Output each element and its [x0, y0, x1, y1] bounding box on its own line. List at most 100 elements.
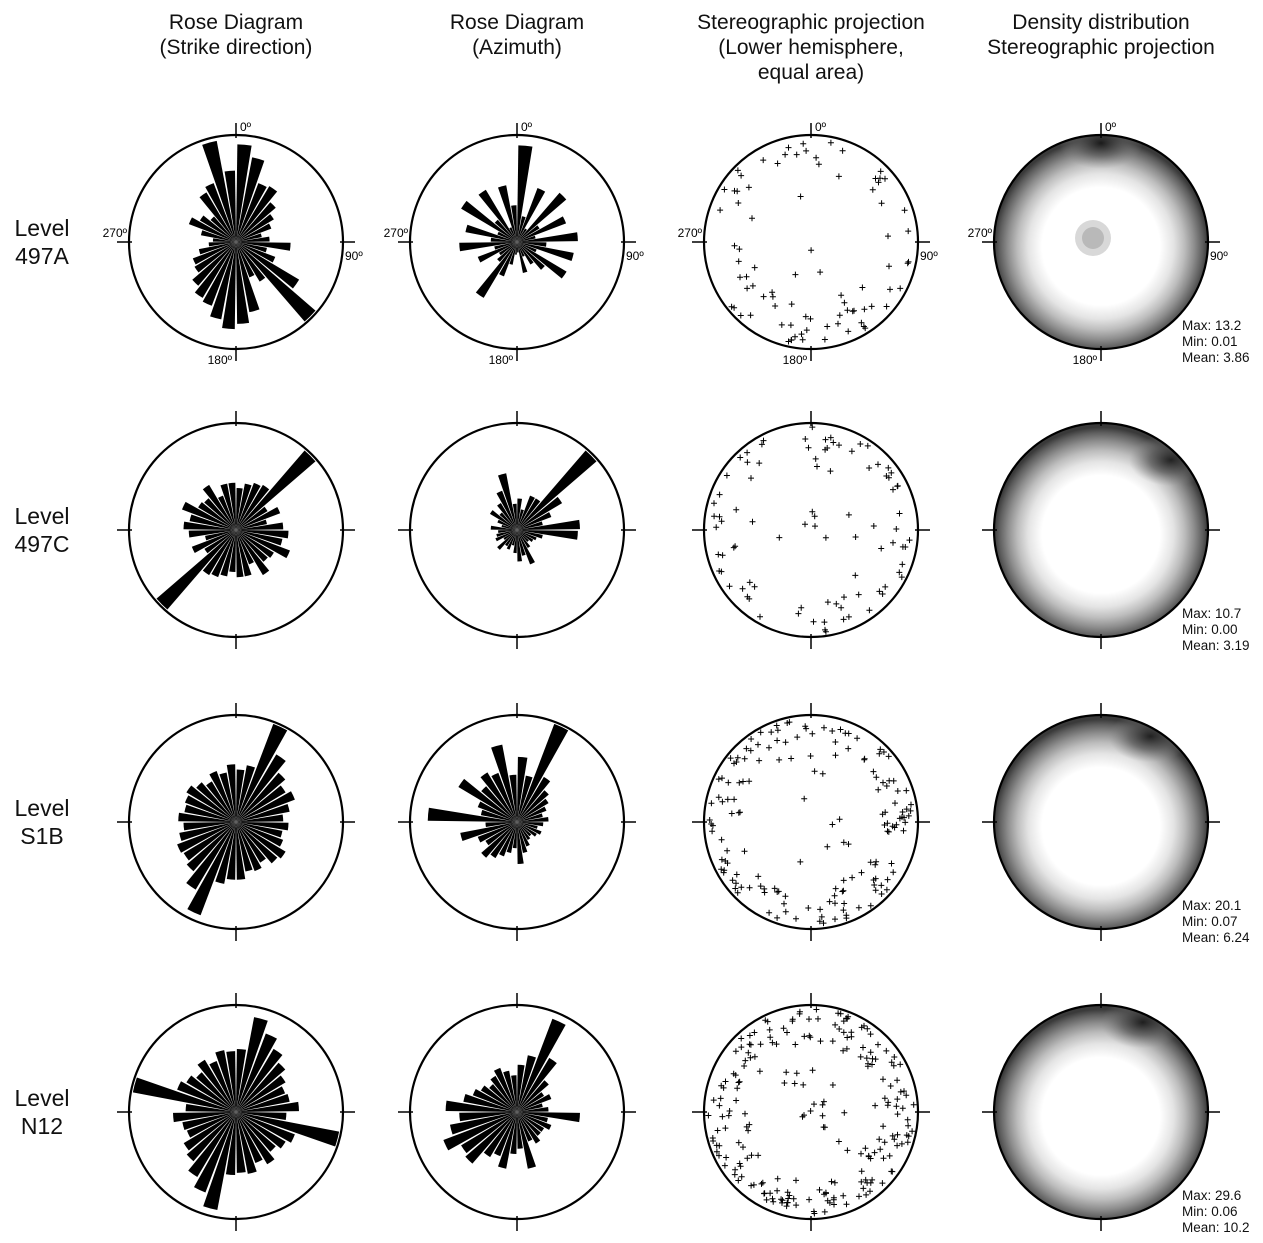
pole-point — [821, 1124, 828, 1131]
rose-petal — [236, 765, 255, 822]
pole-point — [723, 472, 730, 479]
pole-point — [744, 285, 751, 292]
pole-point — [894, 1096, 901, 1103]
rose-petal — [517, 822, 537, 837]
east-label: 90º — [1210, 249, 1228, 263]
rose-petal — [517, 1112, 536, 1169]
pole-point — [759, 1179, 766, 1186]
pole-point — [726, 1108, 733, 1114]
row-label-4: Level N12 — [14, 1085, 70, 1139]
pole-point — [871, 1149, 878, 1156]
rose-petal — [463, 1094, 517, 1112]
azimuth-rose-1-frame: 0º 90º 180º 270º — [384, 120, 645, 367]
rose-petal — [517, 1055, 536, 1112]
pole-point — [870, 523, 877, 529]
pole-point — [894, 788, 901, 794]
pole-point — [760, 157, 767, 164]
rose-petal — [219, 772, 236, 822]
rose-petal — [496, 530, 517, 537]
rose-petal — [499, 512, 517, 530]
pole-point — [882, 583, 889, 590]
pole-point — [819, 770, 826, 777]
rose-petal — [517, 228, 527, 242]
pole-point — [905, 258, 912, 265]
pole-point — [731, 304, 738, 311]
pole-point — [718, 866, 725, 873]
pole-point — [744, 449, 751, 456]
rose-petal — [517, 242, 528, 273]
rose-petal — [188, 217, 236, 242]
pole-point — [793, 1177, 799, 1184]
rose-petal — [477, 822, 517, 843]
rose-petal — [209, 770, 236, 822]
stereonet-points-2 — [711, 424, 913, 635]
density-3-frame — [982, 703, 1220, 941]
pole-point — [817, 906, 824, 913]
pole-point — [749, 282, 756, 289]
pole-point — [807, 753, 814, 759]
rose-petal — [490, 1075, 517, 1112]
pole-point — [814, 463, 820, 470]
density-1-frame: 0º 90º 180º 270º — [968, 120, 1229, 367]
rose-petal — [205, 530, 236, 541]
pole-point — [820, 1098, 827, 1105]
pole-point — [721, 1162, 728, 1169]
pole-point — [845, 730, 852, 737]
pole-point — [766, 744, 772, 751]
pole-point — [827, 468, 834, 475]
azimuth-rose-2 — [489, 450, 597, 565]
pole-point — [770, 1198, 777, 1205]
pole-point — [781, 1080, 788, 1086]
south-label: 180º — [489, 353, 514, 367]
pole-point — [798, 604, 805, 611]
rose-petal — [236, 1086, 286, 1112]
pole-point — [728, 810, 735, 817]
rose-petal — [517, 822, 538, 829]
pole-point — [878, 200, 885, 207]
rose-petal — [184, 804, 236, 822]
pole-point — [715, 776, 722, 783]
azimuth-rose-4-frame — [398, 993, 636, 1231]
rose-petal — [517, 530, 537, 541]
rose-petal — [517, 756, 528, 822]
rose-petal — [228, 482, 236, 530]
pole-point — [809, 424, 816, 431]
rose-petal — [498, 473, 517, 530]
pole-point — [824, 323, 831, 330]
pole-point — [806, 1016, 812, 1023]
pole-point — [875, 786, 882, 793]
pole-point — [733, 759, 740, 765]
rose-petal — [481, 786, 517, 822]
pole-point — [774, 1187, 781, 1194]
pole-point — [782, 739, 789, 746]
rose-petal — [517, 822, 544, 827]
pole-point — [751, 1053, 758, 1060]
rose-petal — [205, 183, 236, 242]
pole-point — [821, 336, 828, 343]
pole-point — [723, 1154, 730, 1161]
rose-petal — [489, 1084, 517, 1112]
pole-point — [784, 1029, 790, 1036]
pole-point — [832, 885, 839, 892]
pole-point — [734, 754, 741, 761]
pole-point — [737, 312, 744, 319]
rose-petal — [196, 1072, 236, 1112]
pole-point — [812, 523, 818, 530]
pole-point — [898, 574, 905, 581]
rose-petal — [173, 1112, 236, 1123]
rose-petal — [509, 242, 517, 265]
rose-petal — [236, 484, 270, 530]
pole-point — [736, 779, 743, 786]
pole-point — [841, 594, 847, 601]
rose-petal — [517, 509, 524, 530]
rose-petal — [183, 822, 236, 861]
rose-petal — [449, 1112, 517, 1135]
pole-point — [716, 491, 723, 498]
pole-point — [786, 719, 793, 726]
pole-point — [793, 1070, 800, 1077]
rose-petal — [445, 1100, 517, 1112]
pole-point — [872, 1102, 879, 1109]
rose-petal — [187, 822, 236, 916]
pole-point — [905, 812, 912, 819]
